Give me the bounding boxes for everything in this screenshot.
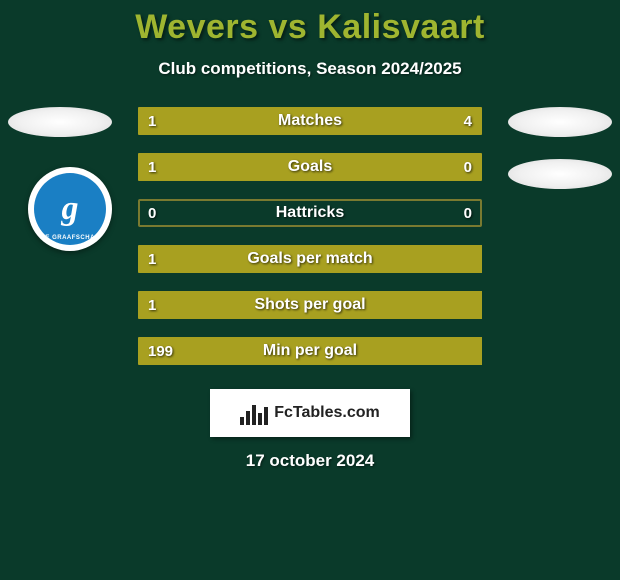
stat-bar-row: 199Min per goal bbox=[138, 337, 482, 365]
bar-fill-left bbox=[138, 107, 207, 135]
fctables-text: FcTables.com bbox=[274, 404, 380, 422]
page-title: Wevers vs Kalisvaart bbox=[0, 0, 620, 47]
club-logo-letter: g bbox=[62, 192, 79, 226]
bar-fill-right bbox=[413, 153, 482, 181]
stat-bar-row: 10Goals bbox=[138, 153, 482, 181]
player-right-badge-2 bbox=[508, 159, 612, 189]
club-logo-left: g DE GRAAFSCHAP bbox=[28, 167, 112, 251]
bar-chart-icon bbox=[240, 401, 268, 425]
player-left-badge bbox=[8, 107, 112, 137]
stat-bar-row: 14Matches bbox=[138, 107, 482, 135]
stat-bar-row: 00Hattricks bbox=[138, 199, 482, 227]
player-right-badge bbox=[508, 107, 612, 137]
stat-bar-row: 1Shots per goal bbox=[138, 291, 482, 319]
subtitle: Club competitions, Season 2024/2025 bbox=[0, 59, 620, 79]
bar-fill-left bbox=[138, 245, 482, 273]
bar-fill-right bbox=[207, 107, 482, 135]
bar-fill-left bbox=[138, 291, 482, 319]
stat-bar-row: 1Goals per match bbox=[138, 245, 482, 273]
date: 17 october 2024 bbox=[0, 451, 620, 471]
stat-bars: 14Matches 10Goals 00Hattricks 1Goals per ma… bbox=[138, 107, 482, 383]
bar-fill-left bbox=[138, 337, 482, 365]
club-logo-text: DE GRAAFSCHAP bbox=[41, 235, 100, 241]
fctables-logo: FcTables.com bbox=[210, 389, 410, 437]
bar-fill-left bbox=[138, 153, 413, 181]
